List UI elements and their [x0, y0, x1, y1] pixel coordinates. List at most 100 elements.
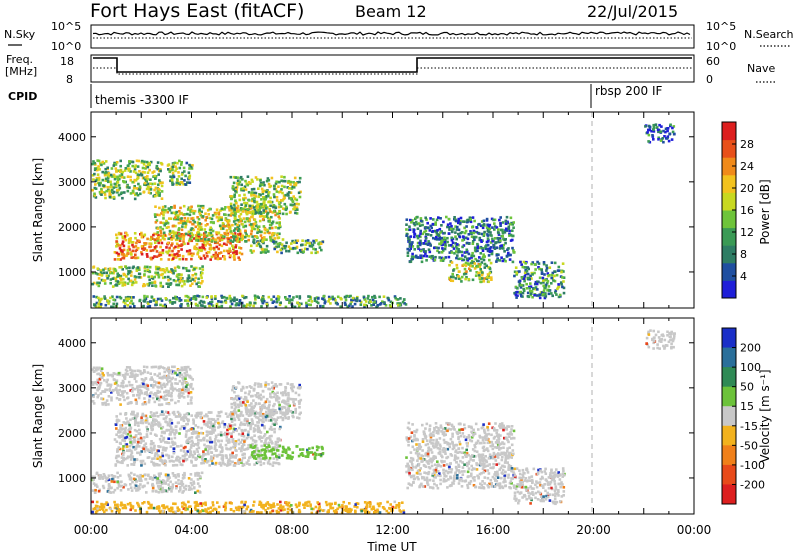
power-cell	[102, 279, 105, 282]
velocity-cell	[122, 436, 125, 440]
power-cell	[107, 300, 111, 303]
power-cell	[174, 295, 177, 299]
velocity-cell	[251, 442, 254, 446]
power-cell	[308, 295, 312, 299]
power-cell	[120, 265, 123, 269]
velocity-cell	[157, 403, 161, 406]
power-cell	[146, 268, 149, 272]
velocity-cell	[157, 445, 160, 448]
power-cell	[115, 184, 118, 188]
power-cell	[173, 253, 176, 256]
velocity-cell	[114, 464, 117, 467]
power-cell	[175, 183, 178, 186]
velocity-cell	[109, 373, 112, 377]
velocity-cell	[267, 462, 270, 465]
power-cell	[460, 280, 463, 283]
power-cell	[417, 247, 420, 250]
power-cell	[408, 245, 412, 248]
power-cell	[483, 277, 487, 280]
power-cell	[171, 269, 174, 272]
power-cell	[523, 271, 527, 275]
velocity-cell	[117, 391, 120, 395]
power-cell	[321, 240, 325, 244]
velocity-cell	[204, 446, 208, 450]
power-cell	[492, 244, 496, 247]
power-cell	[223, 255, 226, 258]
velocity-cell	[292, 400, 295, 404]
power-cell	[305, 301, 308, 305]
power-cell	[528, 278, 531, 281]
power-cell	[194, 225, 198, 229]
velocity-cell	[220, 433, 223, 437]
power-cell	[404, 303, 408, 306]
power-cell	[98, 184, 101, 187]
velocity-cell	[275, 422, 278, 426]
power-cell	[294, 182, 298, 185]
power-cell	[323, 301, 327, 305]
power-cell	[449, 227, 453, 231]
velocity-cell	[166, 423, 170, 427]
velocity-cell	[133, 387, 137, 391]
power-cell	[145, 180, 148, 183]
power-cell	[265, 302, 269, 306]
power-cell	[238, 299, 242, 302]
power-cell	[202, 254, 206, 257]
power-cell	[267, 178, 271, 182]
velocity-cell	[95, 382, 99, 386]
power-cell	[411, 257, 414, 261]
power-cell	[169, 236, 173, 240]
velocity-cell	[167, 389, 171, 393]
power-cell	[294, 211, 297, 215]
power-cell	[149, 160, 153, 164]
power-cell	[192, 237, 196, 240]
velocity-cell	[171, 430, 174, 434]
velocity-cell	[287, 409, 290, 413]
velocity-cell	[231, 451, 234, 455]
velocity-cell	[188, 448, 192, 452]
power-cell	[502, 258, 506, 261]
power-cell	[280, 179, 283, 183]
power-cell	[478, 276, 481, 279]
power-cell	[200, 237, 203, 241]
velocity-cell	[190, 427, 193, 431]
power-cell	[135, 159, 139, 163]
power-cell	[145, 160, 149, 164]
power-cell	[544, 278, 548, 282]
power-cell	[224, 213, 227, 217]
power-cell	[196, 239, 200, 242]
power-cell	[244, 196, 247, 200]
power-cell	[234, 222, 237, 226]
power-cell	[479, 224, 483, 228]
velocity-cell	[241, 456, 245, 460]
velocity-cell	[293, 402, 296, 406]
power-cell	[113, 177, 117, 181]
power-cell	[154, 215, 157, 218]
power-cell	[226, 233, 229, 237]
power-cell	[235, 302, 238, 305]
velocity-cell	[250, 405, 254, 408]
power-cell	[289, 191, 293, 194]
velocity-cell	[202, 437, 205, 441]
velocity-cell	[174, 401, 177, 405]
velocity-cell	[259, 460, 262, 464]
power-cell	[93, 193, 97, 197]
power-cell	[108, 189, 111, 193]
velocity-cell	[124, 436, 127, 440]
power-cell	[177, 221, 181, 225]
power-cell	[203, 233, 206, 237]
power-cell	[131, 266, 135, 270]
power-cell	[483, 266, 487, 269]
velocity-cell	[208, 436, 212, 439]
power-cell	[185, 258, 188, 261]
velocity-cell	[228, 427, 231, 431]
velocity-cell	[134, 446, 138, 449]
power-cell	[465, 236, 468, 240]
power-cell	[149, 300, 152, 303]
power-cell	[452, 269, 455, 272]
velocity-cell	[181, 416, 185, 420]
power-cell	[124, 167, 128, 170]
power-cell	[427, 241, 431, 245]
velocity-cell	[149, 392, 152, 395]
power-cell	[470, 261, 474, 265]
velocity-cell	[187, 402, 190, 405]
